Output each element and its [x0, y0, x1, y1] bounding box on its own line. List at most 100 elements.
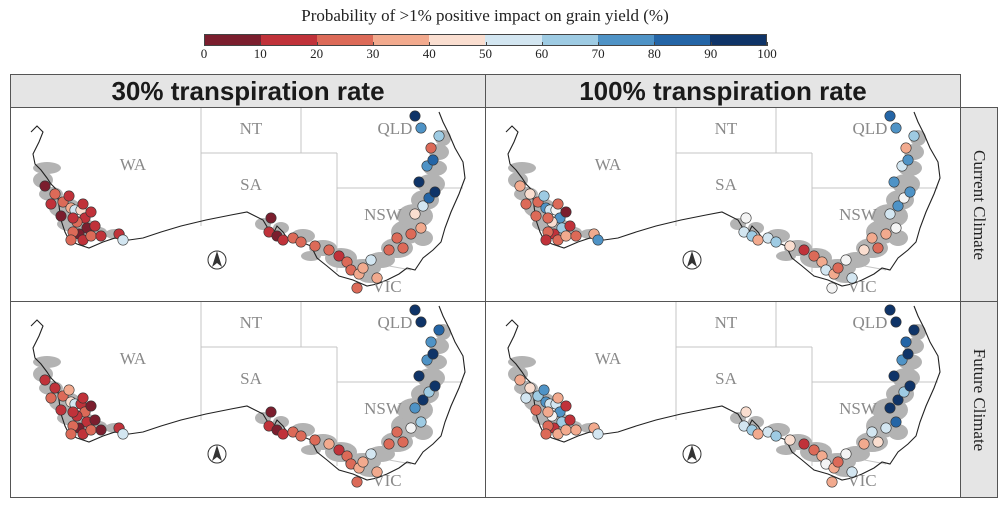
- site-marker: [808, 444, 820, 456]
- site-marker: [570, 230, 582, 242]
- coastline: [30, 111, 466, 287]
- color-scale-bin: [541, 35, 598, 45]
- site-marker: [524, 188, 536, 200]
- site-marker: [770, 430, 782, 442]
- state-label-nt: NT: [240, 313, 263, 332]
- site-marker: [846, 272, 858, 284]
- site-marker: [85, 424, 97, 436]
- site-marker: [832, 262, 844, 274]
- site-marker: [840, 254, 852, 266]
- color-scale-tick-label: 0: [200, 46, 208, 61]
- color-scale-bin: [709, 35, 766, 45]
- site-marker: [846, 466, 858, 478]
- cropping-region: [33, 356, 61, 368]
- site-marker: [866, 426, 878, 438]
- site-marker: [592, 428, 604, 440]
- site-marker: [351, 282, 363, 294]
- site-marker: [117, 428, 129, 440]
- state-label-qld: QLD: [853, 119, 888, 138]
- site-marker: [542, 406, 554, 418]
- site-marker: [383, 438, 395, 450]
- state-label-qld: QLD: [378, 313, 413, 332]
- site-marker: [415, 222, 427, 234]
- site-marker: [826, 282, 838, 294]
- cropping-region: [508, 356, 536, 368]
- state-label-sa: SA: [715, 175, 737, 194]
- site-marker: [826, 476, 838, 488]
- site-marker: [95, 424, 107, 436]
- site-marker: [65, 428, 77, 440]
- cropping-region: [413, 230, 433, 246]
- site-marker: [858, 438, 870, 450]
- site-marker: [429, 380, 441, 392]
- site-marker: [560, 400, 572, 412]
- legend-title: Probability of >1% positive impact on gr…: [301, 6, 669, 25]
- site-marker: [357, 262, 369, 274]
- color-scale-tick-mark: [485, 42, 487, 46]
- site-marker: [85, 400, 97, 412]
- color-scale-tick-mark: [541, 42, 543, 46]
- site-marker: [309, 434, 321, 446]
- site-marker: [65, 234, 77, 246]
- site-marker: [55, 404, 67, 416]
- color-scale-tick-mark: [260, 42, 262, 46]
- site-marker: [524, 382, 536, 394]
- state-label-wa: WA: [595, 349, 622, 368]
- site-marker: [427, 348, 439, 360]
- site-marker: [265, 406, 277, 418]
- site-marker: [425, 142, 437, 154]
- color-scale-bin: [205, 35, 262, 45]
- color-scale-tick-mark: [654, 42, 656, 46]
- north-arrow-icon: [682, 444, 702, 464]
- color-scale-tick-mark: [316, 42, 318, 46]
- state-label-nsw: NSW: [364, 205, 403, 224]
- site-marker: [900, 336, 912, 348]
- site-marker: [371, 466, 383, 478]
- site-marker: [277, 428, 289, 440]
- map-panel-30-current: WA NT SA QLD NSW VIC: [10, 107, 486, 302]
- site-marker: [63, 384, 75, 396]
- state-label-nsw: NSW: [839, 205, 878, 224]
- cropping-region: [508, 162, 536, 174]
- site-marker: [323, 244, 335, 256]
- cropping-region: [888, 230, 908, 246]
- state-label-nsw: NSW: [364, 399, 403, 418]
- column-header-30: 30% transpiration rate: [10, 74, 486, 108]
- color-scale-tick-label: 50: [479, 46, 492, 61]
- state-label-sa: SA: [240, 369, 262, 388]
- site-marker: [323, 438, 335, 450]
- site-marker: [39, 374, 51, 386]
- site-marker: [67, 406, 79, 418]
- site-marker: [560, 206, 572, 218]
- state-label-qld: QLD: [853, 313, 888, 332]
- site-marker: [365, 254, 377, 266]
- color-scale-bin: [373, 35, 430, 45]
- site-marker: [357, 456, 369, 468]
- site-marker: [55, 210, 67, 222]
- state-label-sa: SA: [715, 369, 737, 388]
- site-marker: [542, 212, 554, 224]
- north-arrow-icon: [207, 250, 227, 270]
- site-marker: [552, 392, 564, 404]
- site-marker: [904, 186, 916, 198]
- site-marker: [89, 220, 101, 232]
- site-marker: [564, 414, 576, 426]
- state-label-nt: NT: [715, 313, 738, 332]
- site-marker: [890, 122, 902, 134]
- site-marker: [405, 228, 417, 240]
- site-marker: [872, 436, 884, 448]
- site-marker: [892, 394, 904, 406]
- site-marker: [880, 228, 892, 240]
- site-marker: [39, 180, 51, 192]
- site-marker: [295, 430, 307, 442]
- map-panel-30-future: WA NT SA QLD NSW VIC: [10, 301, 486, 498]
- site-marker: [884, 304, 896, 316]
- site-marker: [391, 426, 403, 438]
- site-marker: [391, 232, 403, 244]
- state-label-wa: WA: [120, 349, 147, 368]
- site-marker: [752, 428, 764, 440]
- site-marker: [409, 110, 421, 122]
- site-marker: [890, 222, 902, 234]
- site-marker: [433, 324, 445, 336]
